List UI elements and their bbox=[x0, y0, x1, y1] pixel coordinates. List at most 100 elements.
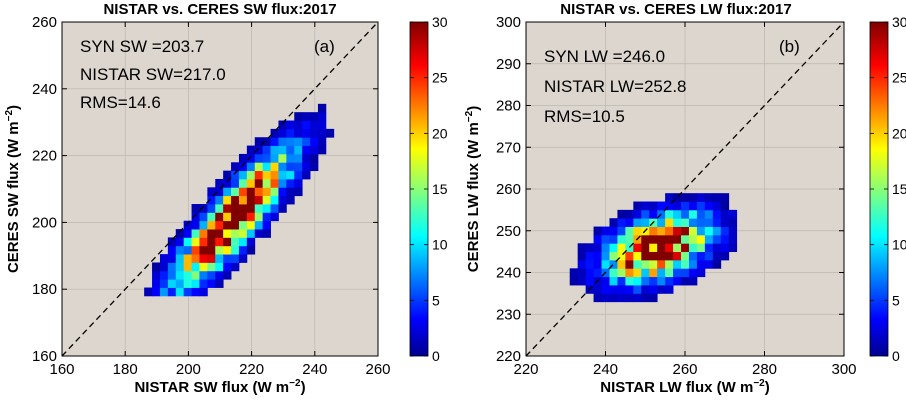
y-axis-label-b: CERES LW flux (W m−2) bbox=[464, 106, 482, 272]
heatmap-cell bbox=[262, 153, 271, 163]
heatmap-cell bbox=[704, 226, 714, 236]
heatmap-cell bbox=[665, 243, 674, 253]
heatmap-cell bbox=[712, 209, 722, 219]
heatmap-cell bbox=[712, 259, 722, 269]
heatmap-cell bbox=[231, 220, 240, 230]
heatmap-cell bbox=[246, 204, 256, 213]
heatmap-cell bbox=[167, 287, 177, 297]
heatmap-cell bbox=[286, 128, 295, 138]
heatmap-cell bbox=[223, 270, 232, 280]
heatmap-cell bbox=[601, 226, 610, 236]
heatmap-cell bbox=[231, 170, 240, 180]
heatmap-cell bbox=[286, 137, 295, 146]
y-tick-label: 230 bbox=[496, 306, 521, 323]
heatmap-cell bbox=[585, 251, 594, 261]
heatmap-cell bbox=[585, 276, 594, 286]
heatmap-cell bbox=[183, 245, 192, 255]
heatmap-cell bbox=[246, 187, 256, 197]
heatmap-cell bbox=[191, 204, 200, 213]
heatmap-cell bbox=[696, 234, 706, 244]
heatmap-cell bbox=[633, 201, 642, 211]
heatmap-cell bbox=[720, 243, 730, 253]
colorbar-tick-label: 10 bbox=[892, 237, 906, 253]
heatmap-cell bbox=[207, 195, 216, 205]
heatmap-cell bbox=[278, 145, 287, 155]
heatmap-cell bbox=[278, 153, 287, 163]
x-tick-label: 240 bbox=[302, 361, 327, 378]
heatmap-cell bbox=[609, 234, 618, 244]
heatmap-cell bbox=[310, 112, 319, 121]
heatmap-cell bbox=[294, 162, 303, 172]
y-tick-label: 220 bbox=[496, 348, 521, 365]
plot-frame-a bbox=[61, 21, 379, 357]
heatmap-cell bbox=[728, 243, 738, 253]
heatmap-cell bbox=[657, 251, 666, 261]
heatmap-cell bbox=[696, 251, 706, 261]
heatmap-cell bbox=[183, 254, 192, 263]
colorbar-tick-label: 10 bbox=[432, 237, 448, 253]
heatmap-cell bbox=[720, 218, 730, 227]
heatmap-cell bbox=[317, 137, 327, 146]
heatmap-cell bbox=[254, 137, 264, 146]
heatmap-cell bbox=[270, 204, 279, 213]
heatmap-cell bbox=[286, 195, 295, 205]
heatmap-cell bbox=[696, 243, 706, 253]
heatmap-cell bbox=[199, 212, 208, 222]
heatmap-cell bbox=[673, 218, 682, 227]
heatmap-cell bbox=[317, 103, 327, 113]
heatmap-cell bbox=[641, 234, 650, 244]
heatmap-cell bbox=[704, 234, 714, 244]
heatmap-cell bbox=[286, 178, 295, 188]
heatmap-cell bbox=[641, 293, 650, 303]
heatmap-cell bbox=[593, 285, 602, 294]
heatmap-cell bbox=[317, 145, 327, 155]
heatmap-cell bbox=[302, 112, 311, 121]
heatmap-cell bbox=[704, 251, 714, 261]
heatmap-cell bbox=[191, 220, 200, 230]
heatmap-cell bbox=[262, 187, 271, 197]
heatmap-cell bbox=[728, 218, 738, 227]
heatmap-cell bbox=[270, 162, 279, 172]
heatmap-cell bbox=[159, 270, 169, 280]
x-axis-label-b: NISTAR LW flux (W m−2) bbox=[600, 378, 769, 396]
heatmap-cell bbox=[593, 268, 602, 278]
heatmap-cell bbox=[657, 276, 666, 286]
heatmap-cell bbox=[167, 262, 177, 272]
heatmap-cell bbox=[649, 285, 658, 294]
heatmap-cell bbox=[302, 145, 311, 155]
y-tick-label: 200 bbox=[32, 214, 57, 231]
heatmap-cell bbox=[223, 178, 232, 188]
y-tick-label: 260 bbox=[496, 181, 521, 198]
heatmap-cell bbox=[665, 201, 674, 211]
heatmap-cell bbox=[246, 237, 256, 247]
y-tick-label: 240 bbox=[496, 265, 521, 282]
heatmap-cell bbox=[175, 254, 185, 263]
panel-b: 220 240 260 280 3002202302402502602702802903… bbox=[464, 1, 906, 396]
heatmap-cell bbox=[191, 279, 200, 288]
heatmap-cell bbox=[254, 162, 264, 172]
heatmap-cell bbox=[657, 218, 666, 227]
heatmap-cell bbox=[625, 234, 634, 244]
heatmap-cell bbox=[696, 259, 706, 269]
heatmap-cell bbox=[577, 251, 587, 261]
heatmap-cell bbox=[704, 218, 714, 227]
heatmap-cell bbox=[223, 195, 232, 205]
y-tick-label: 290 bbox=[496, 56, 521, 73]
heatmap-cell bbox=[617, 234, 626, 244]
one-to-one-line-b bbox=[525, 21, 845, 357]
heatmap-cell bbox=[191, 262, 200, 272]
heatmap-cell bbox=[317, 112, 327, 121]
heatmap-cell bbox=[728, 209, 738, 219]
heatmap-cell bbox=[601, 285, 610, 294]
heatmap-cell bbox=[641, 285, 650, 294]
heatmap-cell bbox=[673, 276, 682, 286]
heatmap-cell bbox=[317, 128, 327, 138]
heatmap-cell bbox=[657, 268, 666, 278]
heatmap-cell bbox=[238, 212, 248, 222]
heatmap-cell bbox=[231, 195, 240, 205]
heatmap-cell bbox=[649, 268, 658, 278]
heatmap-cell bbox=[278, 178, 287, 188]
heatmap-cell bbox=[223, 237, 232, 247]
x-axis-label-a: NISTAR SW flux (W m−2) bbox=[134, 378, 305, 396]
heatmap-cell bbox=[641, 276, 650, 286]
